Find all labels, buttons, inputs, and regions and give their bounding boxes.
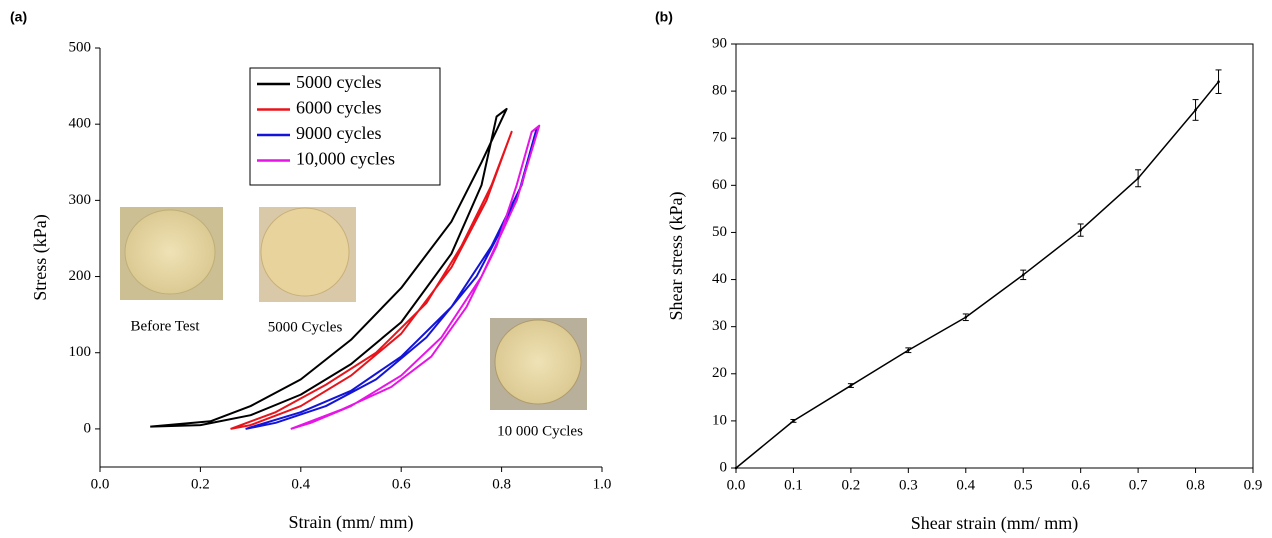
series-line <box>150 107 508 428</box>
legend-label: 6000 cycles <box>296 98 381 118</box>
x-tick-label: 0.8 <box>492 476 511 492</box>
point <box>907 348 910 352</box>
y-tick-label: 80 <box>712 83 727 99</box>
point <box>1217 80 1220 83</box>
x-tick-label: 0.8 <box>1186 477 1205 493</box>
y-tick-label: 60 <box>712 177 727 193</box>
x-tick-label: 0.4 <box>956 477 975 493</box>
x-tick-label: 0.0 <box>727 477 746 493</box>
y-axis-label: Stress (kPa) <box>30 214 51 301</box>
photo-before <box>120 207 223 300</box>
series-line <box>230 130 513 430</box>
series-line <box>290 124 541 430</box>
x-tick-label: 0.6 <box>1071 477 1090 493</box>
y-tick-label: 0 <box>720 459 728 475</box>
x-tick-label: 0.9 <box>1244 477 1263 493</box>
y-tick-label: 40 <box>712 271 727 287</box>
photo-caption: 10 000 Cycles <box>497 423 583 439</box>
series-line <box>735 81 1220 469</box>
photo-caption: 5000 Cycles <box>268 319 343 335</box>
y-tick-label: 300 <box>69 192 92 208</box>
x-tick-label: 0.7 <box>1129 477 1148 493</box>
point <box>792 419 795 423</box>
legend-label: 9000 cycles <box>296 123 381 143</box>
photo-5000 <box>259 207 356 302</box>
y-tick-label: 200 <box>69 268 92 284</box>
x-tick-label: 1.0 <box>593 476 612 492</box>
x-tick-label: 0.0 <box>91 476 110 492</box>
x-tick-label: 0.5 <box>1014 477 1033 493</box>
photo-10000 <box>490 318 587 410</box>
y-tick-label: 100 <box>69 344 92 360</box>
y-tick-label: 50 <box>712 224 727 240</box>
y-tick-label: 20 <box>712 365 727 381</box>
legend-label: 10,000 cycles <box>296 149 395 169</box>
point <box>849 384 853 387</box>
x-axis-label: Shear strain (mm/ mm) <box>911 513 1078 534</box>
x-tick-label: 0.4 <box>291 476 310 492</box>
y-tick-label: 30 <box>712 318 727 334</box>
x-tick-label: 0.2 <box>842 477 861 493</box>
y-tick-label: 500 <box>69 39 92 55</box>
x-tick-label: 0.6 <box>392 476 411 492</box>
photo-caption: Before Test <box>130 318 200 334</box>
y-tick-label: 10 <box>712 412 727 428</box>
legend-label: 5000 cycles <box>296 72 381 92</box>
x-tick-label: 0.2 <box>191 476 210 492</box>
y-tick-label: 70 <box>712 130 727 146</box>
x-tick-label: 0.1 <box>784 477 803 493</box>
x-tick-label: 0.3 <box>899 477 918 493</box>
panel-label: (b) <box>655 9 673 25</box>
point <box>1079 228 1082 232</box>
legend-box <box>249 67 441 186</box>
point <box>1194 108 1197 112</box>
point <box>964 315 968 319</box>
panel-label: (a) <box>10 9 27 25</box>
y-tick-label: 90 <box>712 35 727 51</box>
x-axis-label: Strain (mm/ mm) <box>289 512 414 533</box>
point <box>1021 273 1025 277</box>
point <box>1136 176 1140 180</box>
y-axis-label: Shear stress (kPa) <box>666 192 687 321</box>
y-tick-label: 0 <box>84 420 92 436</box>
plot-frame <box>735 43 1254 469</box>
y-tick-label: 400 <box>69 116 92 132</box>
point <box>734 466 738 470</box>
